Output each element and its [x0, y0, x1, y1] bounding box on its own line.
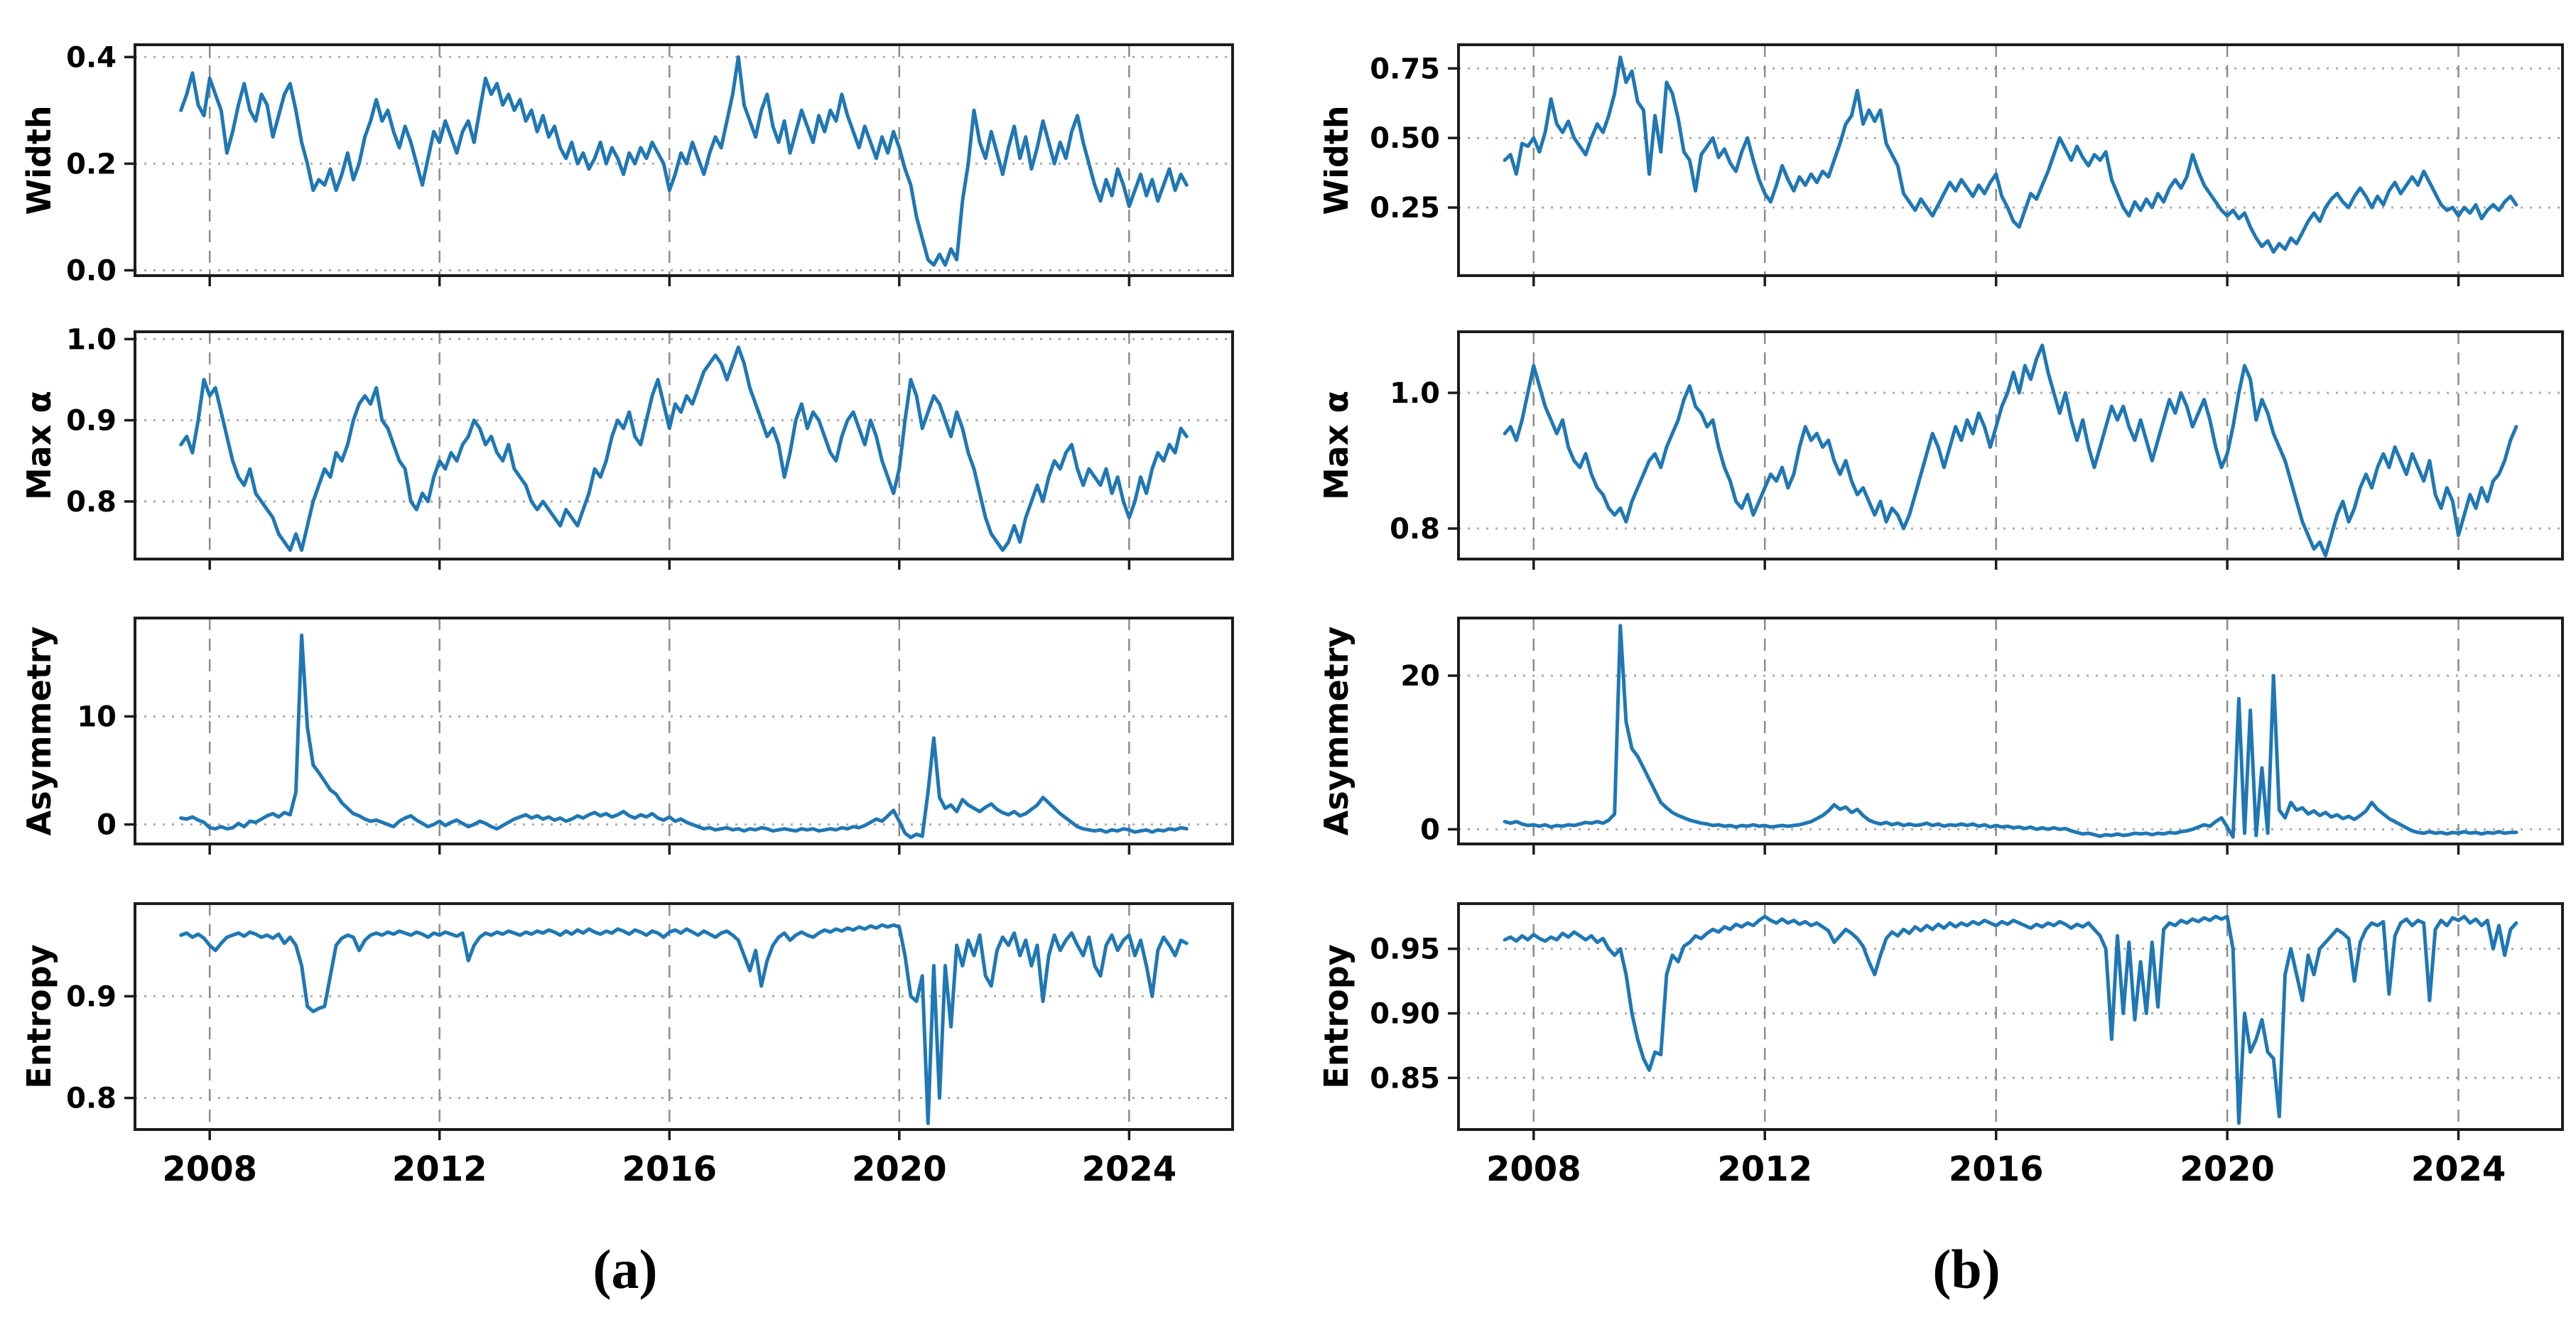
- panel-a-entropy: 0.8 0.9 2008 2012 2016 2020 2024 Entropy: [20, 902, 1234, 1189]
- y-axis-label: Entropy: [20, 944, 58, 1088]
- y-tick-label: 0.9: [66, 980, 117, 1013]
- axes-frame: [134, 330, 1234, 560]
- y-tick-label: 0: [1420, 813, 1440, 846]
- y-tick-label: 0: [97, 809, 117, 842]
- x-tick-label: 2008: [1486, 1149, 1581, 1189]
- axes-frame: [1457, 617, 2564, 845]
- y-axis-label: Max α: [1324, 391, 1355, 500]
- panel-a-asymmetry: 0 10 Asymmetry: [20, 617, 1234, 855]
- y-axis-label: Width: [20, 105, 58, 215]
- y-tick-label: 0.0: [66, 255, 117, 288]
- axes-frame: [134, 902, 1234, 1131]
- x-tick-label: 2012: [1717, 1149, 1812, 1189]
- y-axis-label: Max α: [20, 391, 58, 500]
- y-tick-label: 0.25: [1370, 192, 1440, 224]
- panel-b-width: 0.25 0.50 0.75 Width: [1324, 43, 2564, 286]
- series-line: [179, 55, 1189, 267]
- series-line: [1503, 343, 2518, 558]
- axes-frame: [1457, 43, 2564, 277]
- x-tick-label: 2016: [1949, 1149, 2044, 1189]
- axes-frame: [134, 617, 1234, 845]
- caption-a: (a): [592, 1238, 658, 1300]
- x-tick-label: 2020: [852, 1149, 947, 1189]
- y-axis-label: Entropy: [1324, 944, 1355, 1088]
- panel-b-max-alpha: 0.8 1.0 Max α: [1324, 330, 2564, 570]
- y-tick-label: 0.8: [66, 1083, 117, 1115]
- caption-b: (b): [1932, 1238, 2001, 1300]
- series-line: [1503, 55, 2518, 254]
- axes-frame: [134, 43, 1234, 277]
- y-axis-label: Asymmetry: [1324, 627, 1355, 836]
- y-tick-label: 0.4: [66, 41, 117, 74]
- y-tick-label: 0.95: [1370, 933, 1440, 966]
- series-line: [1503, 914, 2518, 1125]
- x-tick-label: 2008: [162, 1149, 257, 1189]
- y-tick-label: 1.0: [66, 323, 117, 356]
- axes-frame: [1457, 902, 2564, 1131]
- y-tick-label: 0.90: [1370, 998, 1440, 1031]
- y-tick-label: 0.8: [66, 486, 117, 519]
- x-tick-label: 2020: [2180, 1149, 2275, 1189]
- series-line: [179, 923, 1189, 1125]
- x-tick-label: 2024: [1082, 1149, 1177, 1189]
- panel-a-max-alpha: 0.8 0.9 1.0 Max α: [20, 323, 1234, 570]
- panel-b-asymmetry: 0 20 Asymmetry: [1324, 617, 2564, 855]
- y-tick-label: 0.8: [1390, 513, 1440, 546]
- x-tick-label: 2024: [2411, 1149, 2506, 1189]
- axes-frame: [1457, 330, 2564, 560]
- y-tick-label: 0.9: [66, 405, 117, 438]
- y-tick-label: 0.50: [1370, 122, 1440, 155]
- y-tick-label: 0.2: [66, 148, 117, 180]
- series-line: [179, 633, 1189, 840]
- y-tick-label: 0.85: [1370, 1062, 1440, 1095]
- x-tick-label: 2012: [392, 1149, 487, 1189]
- y-tick-label: 0.75: [1370, 53, 1440, 85]
- y-axis-label: Width: [1324, 105, 1355, 215]
- x-tick-label: 2016: [622, 1149, 718, 1189]
- y-tick-label: 20: [1400, 660, 1440, 693]
- y-axis-label: Asymmetry: [20, 627, 58, 836]
- series-line: [179, 345, 1189, 552]
- panel-b-entropy: 0.85 0.90 0.95 2008 2012 2016 2020 2024 Entropy: [1324, 902, 2564, 1189]
- y-tick-label: 10: [77, 701, 117, 734]
- series-line: [1503, 624, 2518, 839]
- y-tick-label: 1.0: [1390, 377, 1440, 410]
